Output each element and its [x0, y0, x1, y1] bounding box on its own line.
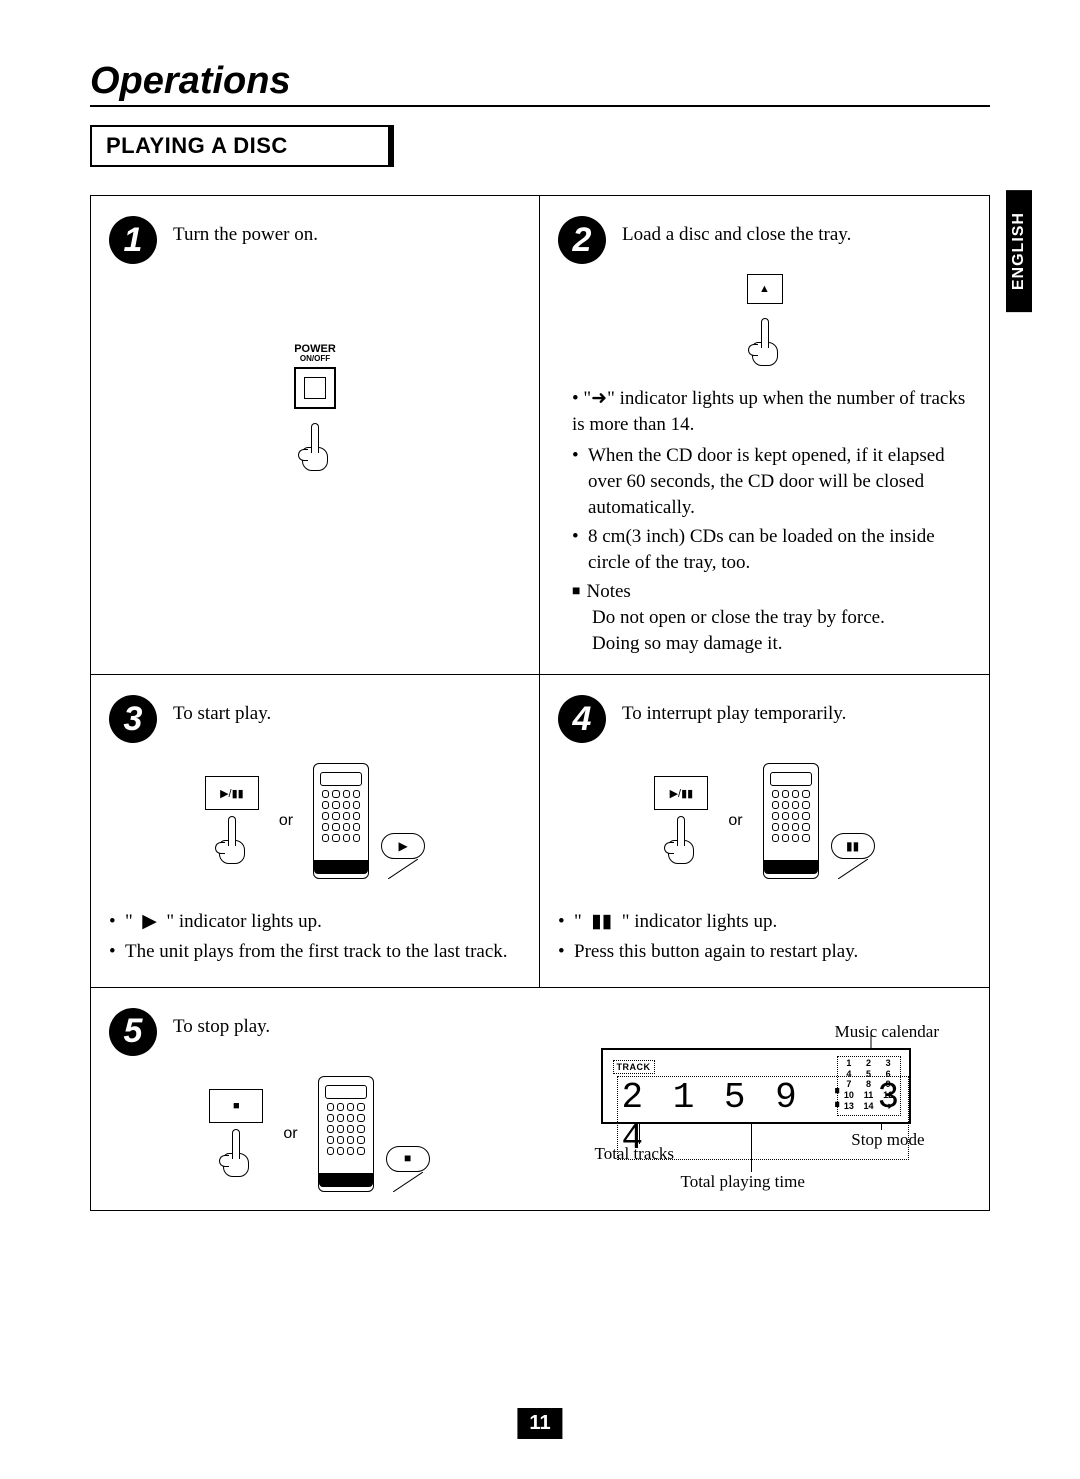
- hand-icon: [219, 1129, 253, 1179]
- notes-heading: Notes: [572, 581, 631, 602]
- note-line-1: Do not open or close the tray by force.: [592, 605, 971, 631]
- step-2-cell: 2 Load a disc and close the tray. ▲ • "➜…: [540, 196, 989, 674]
- leader-line-icon: [393, 1172, 423, 1192]
- step-2-bullet-3: 8 cm(3 inch) CDs can be loaded on the in…: [572, 524, 971, 575]
- hand-icon: [664, 816, 698, 866]
- music-calendar-label: Music calendar: [540, 1022, 971, 1042]
- s4b1post: " indicator lights up.: [622, 911, 778, 932]
- step-badge-4: 4: [558, 695, 606, 743]
- b1post: " indicator lights up when the number of…: [572, 388, 965, 435]
- step-badge-2: 2: [558, 216, 606, 264]
- annot-tracks-text: Total tracks: [595, 1144, 675, 1163]
- remote-icon: [313, 763, 369, 879]
- step-1-cell: 1 Turn the power on. POWER ON/OFF: [91, 196, 540, 674]
- step-5-text: To stop play.: [173, 1008, 270, 1040]
- step-2-bullet-2: When the CD door is kept opened, if it e…: [572, 443, 971, 520]
- remote-icon: [318, 1076, 374, 1192]
- page-title: Operations: [90, 60, 990, 103]
- step-badge-3: 3: [109, 695, 157, 743]
- remote-stop-button-icon: ■: [386, 1146, 430, 1172]
- or-label: or: [279, 812, 293, 830]
- annot-time-text: Total playing time: [681, 1172, 805, 1191]
- page-number: 11: [517, 1408, 562, 1439]
- power-label: POWER ON/OFF: [109, 344, 521, 363]
- section-heading: PLAYING A DISC: [106, 133, 288, 158]
- play-pause-button-icon: ▶/▮▮: [205, 776, 259, 810]
- lcd-calendar: 1234567891011121314➜: [837, 1056, 901, 1116]
- power-label-bottom: ON/OFF: [109, 355, 521, 363]
- title-rule: [90, 105, 990, 107]
- remote-pause-button-icon: ▮▮: [831, 833, 875, 859]
- step-3-text: To start play.: [173, 695, 271, 727]
- annot-stop-text: Stop mode: [851, 1130, 924, 1149]
- language-tab: ENGLISH: [1006, 190, 1032, 312]
- step-1-text: Turn the power on.: [173, 216, 318, 248]
- steps-grid: 1 Turn the power on. POWER ON/OFF 2: [90, 195, 990, 1211]
- step-badge-1: 1: [109, 216, 157, 264]
- annot-total-tracks: Total tracks: [595, 1144, 675, 1164]
- annot-stop-mode: Stop mode: [851, 1130, 924, 1150]
- step-4-bullet-1: " ▮▮ " indicator lights up.: [558, 909, 971, 935]
- arrow-icon: ➜: [591, 388, 607, 409]
- play-pause-button-icon: ▶/▮▮: [654, 776, 708, 810]
- step-4-cell: 4 To interrupt play temporarily. ▶/▮▮ or: [540, 675, 989, 986]
- step-4-text: To interrupt play temporarily.: [622, 695, 846, 727]
- s4b1pre: ": [574, 911, 582, 932]
- remote-icon: [763, 763, 819, 879]
- annot-total-time: Total playing time: [681, 1172, 805, 1192]
- hand-icon: [298, 423, 332, 473]
- b1pre: • ": [572, 388, 591, 409]
- stop-button-icon: ■: [209, 1089, 263, 1123]
- s3b1post: " indicator lights up.: [166, 911, 322, 932]
- step-4-bullet-2: Press this button again to restart play.: [558, 939, 971, 965]
- power-button-icon: [294, 367, 336, 409]
- eject-button-icon: ▲: [747, 274, 783, 304]
- step-3-bullet-1: " ▶ " indicator lights up.: [109, 909, 521, 935]
- lcd-track-label: TRACK: [613, 1060, 655, 1074]
- or-label: or: [728, 812, 742, 830]
- section-heading-box: PLAYING A DISC: [90, 125, 394, 167]
- step-2-bullet-1: • "➜" indicator lights up when the numbe…: [572, 386, 971, 437]
- lcd-display: TRACK 2 1 5 9 : 3 4 1234567891011121314➜: [601, 1048, 911, 1124]
- step-badge-5: 5: [109, 1008, 157, 1056]
- step-3-cell: 3 To start play. ▶/▮▮ or: [91, 675, 540, 986]
- hand-icon: [748, 318, 782, 368]
- step-3-bullet-2: The unit plays from the first track to t…: [109, 939, 521, 965]
- hand-icon: [215, 816, 249, 866]
- leader-line-icon: [388, 859, 418, 879]
- step-2-text: Load a disc and close the tray.: [622, 216, 851, 248]
- step-5-cell: 5 To stop play. ■ or: [91, 988, 989, 1210]
- leader-line-icon: [838, 859, 868, 879]
- or-label: or: [283, 1125, 297, 1143]
- s3b1pre: ": [125, 911, 133, 932]
- remote-play-button-icon: ▶: [381, 833, 425, 859]
- note-line-2: Doing so may damage it.: [592, 631, 971, 657]
